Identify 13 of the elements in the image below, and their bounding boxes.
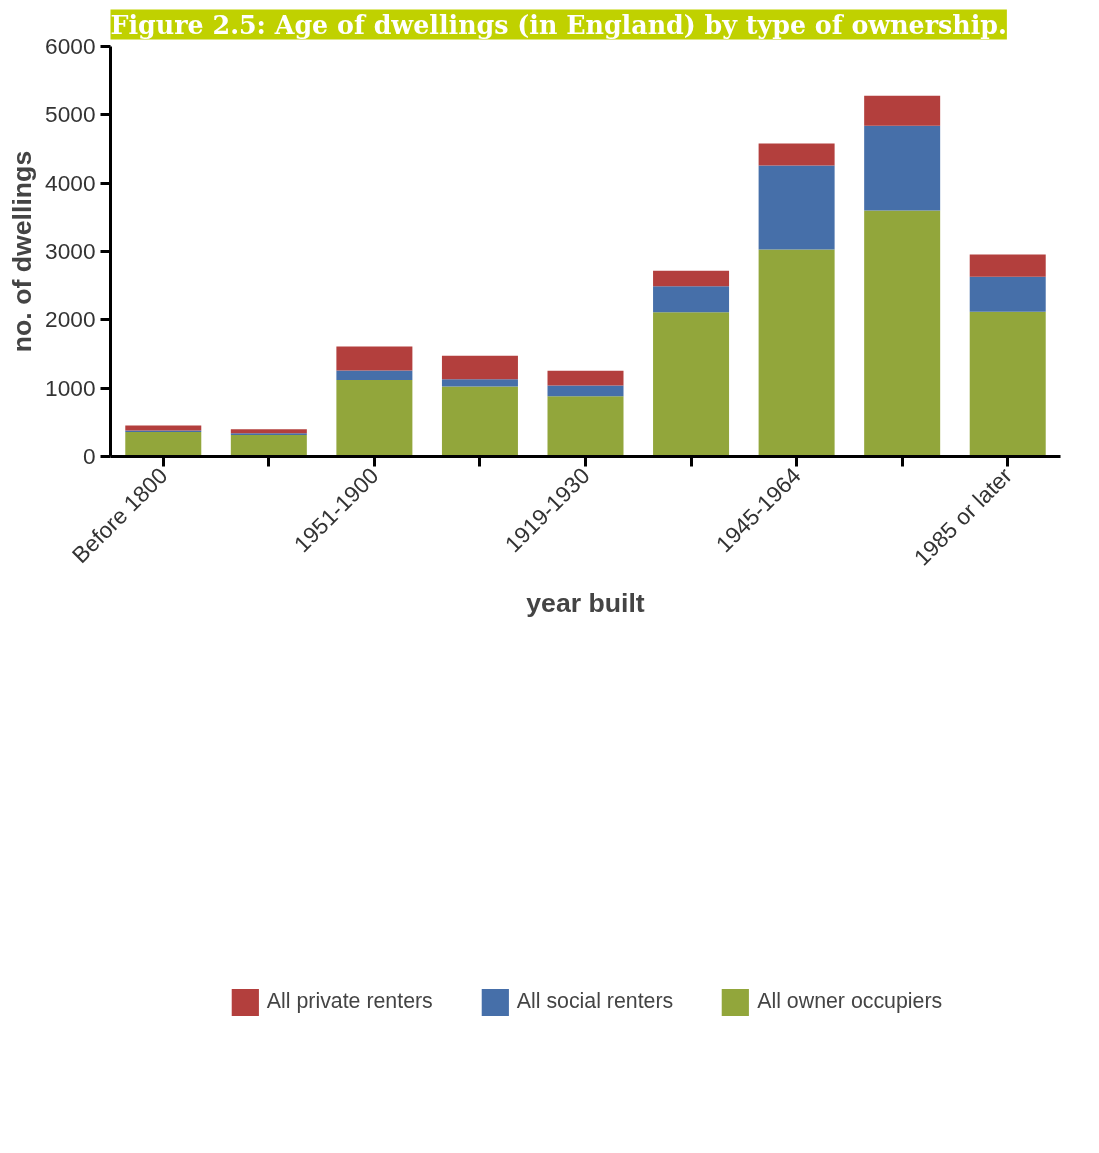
chart-title: Figure 2.5: Age of dwellings (in England) by type of ownership.: [110, 9, 1007, 40]
y-tick-label: 3000: [45, 238, 96, 264]
y-tick-label: 6000: [45, 33, 96, 59]
x-axis-title: year built: [526, 587, 645, 618]
y-tick-label: 4000: [45, 169, 96, 196]
y-tick-label: 1000: [45, 374, 96, 401]
y-axis-title: no. of dwellings: [7, 150, 38, 353]
legend-label: All owner occupiers: [757, 989, 943, 1014]
legend-label: All private renters: [266, 989, 433, 1014]
y-tick-label: 2000: [45, 306, 96, 333]
legend-label: All social renters: [516, 989, 674, 1014]
y-tick-label: 0: [82, 443, 96, 469]
y-tick-label: 5000: [45, 101, 96, 128]
